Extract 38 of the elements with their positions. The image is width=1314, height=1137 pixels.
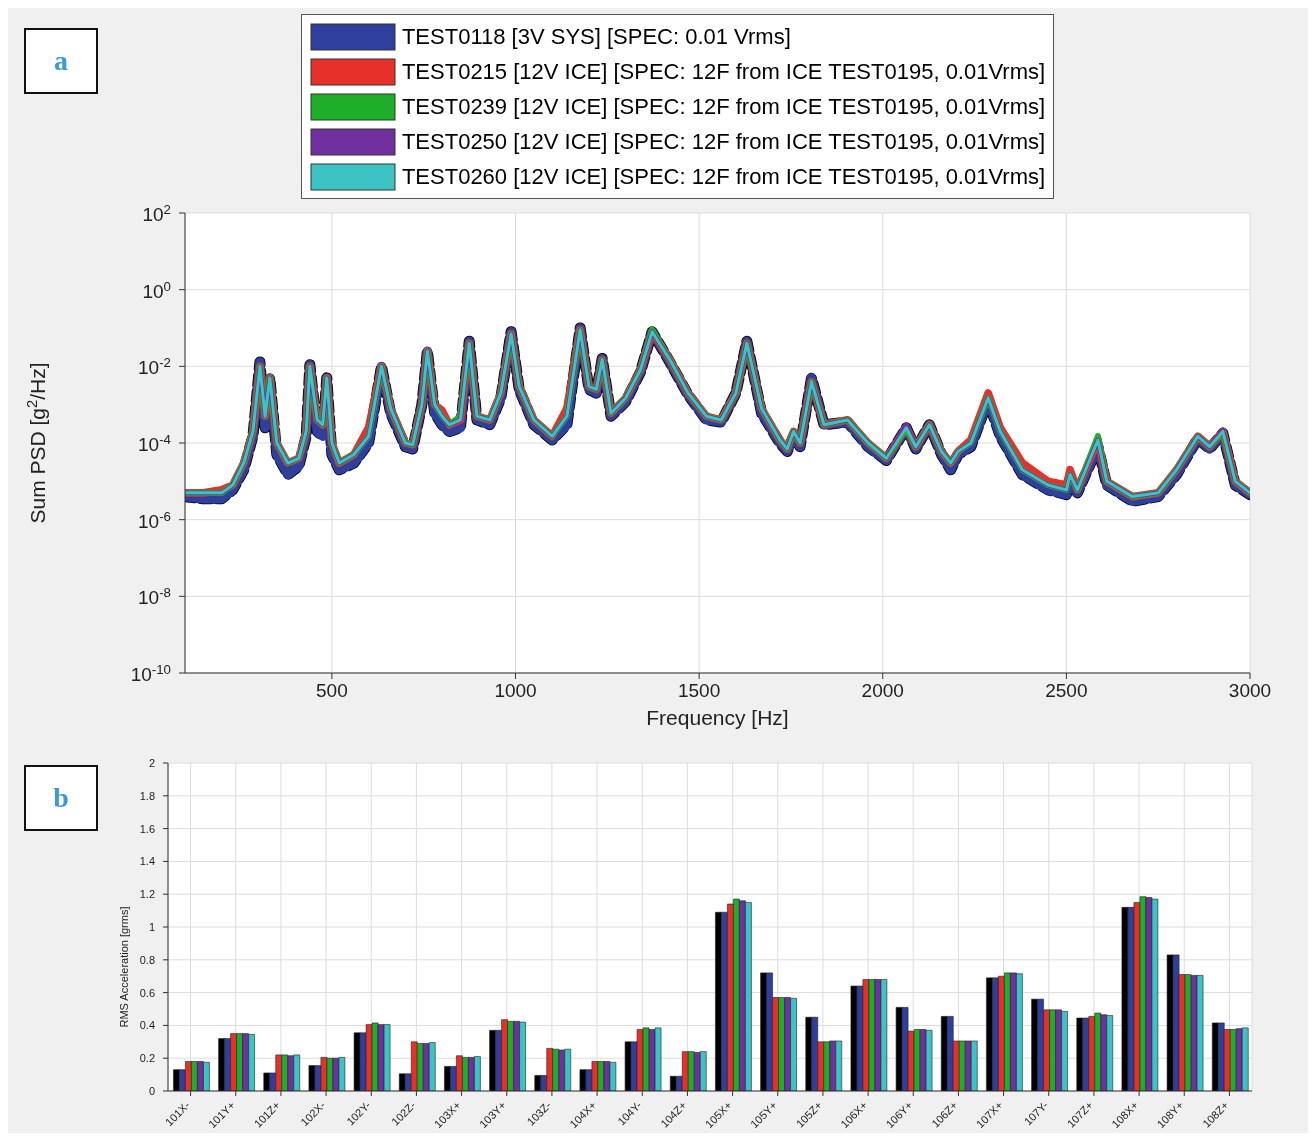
y-tick-label: 1 <box>148 921 155 933</box>
bar <box>353 1032 361 1091</box>
x-tick-label: 2000 <box>861 680 904 701</box>
y-tick-label: 10$^{-8}$ <box>138 584 171 609</box>
legend-label: TEST0260 [12V ICE] [SPEC: 12F from ICE TEST0195, 0.01Vrms] <box>401 163 1046 190</box>
bar <box>1076 1017 1084 1091</box>
bar <box>850 985 858 1091</box>
legend-label: TEST0118 [3V SYS] [SPEC: 0.01 Vrms] <box>401 23 791 50</box>
y-tick-label: 10$^{0}$ <box>142 278 171 302</box>
bar <box>1121 907 1129 1091</box>
y-tick-label: 10$^{-10}$ <box>130 661 171 685</box>
legend-label: TEST0250 [12V ICE] [SPEC: 12F from ICE TEST0195, 0.01Vrms] <box>401 128 1046 155</box>
y-tick-label: 10$^{-6}$ <box>138 508 171 532</box>
y-tick-label: 0 <box>148 1085 155 1097</box>
x-tick-label: 1500 <box>678 680 721 701</box>
y-tick-label: 10$^{2}$ <box>142 201 171 225</box>
bar <box>624 1041 632 1091</box>
panel-tag-box: b <box>24 765 98 831</box>
y-tick-label: 1.4 <box>139 855 155 868</box>
y-tick-label: 0.8 <box>139 953 155 966</box>
y-tick-label: 10$^{-2}$ <box>138 354 171 379</box>
legend-label: TEST0215 [12V ICE] [SPEC: 12F from ICE TEST0195, 0.01Vrms] <box>401 58 1046 85</box>
x-tick-label: 500 <box>316 680 348 701</box>
y-axis-title: RMS Acceleration [grms] <box>118 906 130 1028</box>
panel-tag-box: a <box>24 28 98 94</box>
y-tick-label: 0.6 <box>139 986 155 999</box>
y-tick-label: 0.2 <box>139 1052 155 1065</box>
y-tick-label: 10$^{-4}$ <box>138 431 171 455</box>
y-tick-label: 0.4 <box>139 1019 155 1032</box>
x-tick-label: 1000 <box>494 680 537 701</box>
legend-label: TEST0239 [12V ICE] [SPEC: 12F from ICE TEST0195, 0.01Vrms] <box>401 93 1046 120</box>
y-tick-label: 1.6 <box>139 822 155 835</box>
y-tick-label: 1.2 <box>139 888 155 901</box>
y-tick-label: 1.8 <box>139 789 155 802</box>
x-tick-label: 3000 <box>1228 680 1272 701</box>
x-tick-label: 2500 <box>1045 680 1088 701</box>
y-tick-label: 2 <box>148 757 155 769</box>
x-axis-title: Frequency [Hz] <box>646 706 789 729</box>
